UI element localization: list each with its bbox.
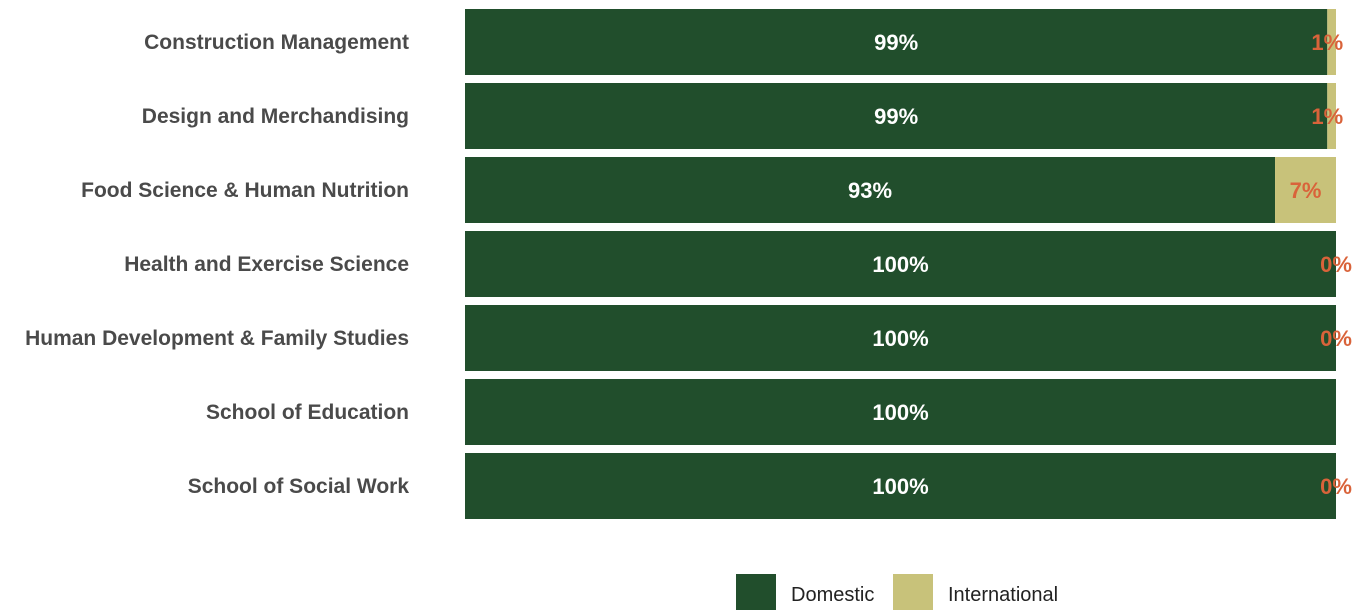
- legend-label-international: International: [948, 584, 1058, 606]
- category-label: Design and Merchandising: [142, 105, 409, 128]
- bar-row: Construction Management 99% 1%: [144, 9, 1343, 75]
- legend-swatch-international: [893, 574, 933, 610]
- bar-international: [1327, 83, 1336, 149]
- category-label: School of Social Work: [188, 475, 410, 498]
- bar-domestic: [465, 83, 1328, 149]
- bar-row: Design and Merchandising 99% 1%: [142, 83, 1343, 149]
- bar-domestic: [465, 379, 1336, 445]
- data-label-international: 1%: [1311, 104, 1343, 129]
- data-label-international: 0%: [1320, 326, 1352, 351]
- legend-label-domestic: Domestic: [791, 584, 874, 606]
- data-label-international: 0%: [1320, 474, 1352, 499]
- bar-domestic: [465, 453, 1336, 519]
- bar-row: Health and Exercise Science 100% 0%: [124, 231, 1352, 297]
- bar-domestic: [465, 231, 1336, 297]
- data-label-domestic: 100%: [872, 326, 928, 351]
- bar-international: [1327, 9, 1336, 75]
- legend: Domestic International: [736, 574, 1058, 610]
- bar-domestic: [465, 9, 1328, 75]
- data-label-domestic: 99%: [874, 104, 918, 129]
- data-label-domestic: 100%: [872, 474, 928, 499]
- data-label-domestic: 93%: [848, 178, 892, 203]
- bar-row: School of Social Work 100% 0%: [188, 453, 1352, 519]
- data-label-international: 1%: [1311, 30, 1343, 55]
- category-label: School of Education: [206, 401, 409, 424]
- data-label-domestic: 99%: [874, 30, 918, 55]
- data-label-international: 7%: [1290, 178, 1322, 203]
- bar-row: Food Science & Human Nutrition 93% 7%: [81, 157, 1336, 223]
- bar-domestic: [465, 305, 1336, 371]
- category-label: Human Development & Family Studies: [25, 327, 409, 350]
- category-label: Construction Management: [144, 31, 409, 54]
- bar-row: School of Education 100%: [206, 379, 1336, 445]
- data-label-domestic: 100%: [872, 252, 928, 277]
- bar-international: [1275, 157, 1336, 223]
- bar-domestic: [465, 157, 1276, 223]
- chart-rows: Construction Management 99% 1%Design and M…: [25, 9, 1352, 519]
- legend-swatch-domestic: [736, 574, 776, 610]
- bar-row: Human Development & Family Studies 100% 0%: [25, 305, 1352, 371]
- data-label-international: 0%: [1320, 252, 1352, 277]
- category-label: Health and Exercise Science: [124, 253, 409, 276]
- category-label: Food Science & Human Nutrition: [81, 179, 409, 202]
- data-label-domestic: 100%: [872, 400, 928, 425]
